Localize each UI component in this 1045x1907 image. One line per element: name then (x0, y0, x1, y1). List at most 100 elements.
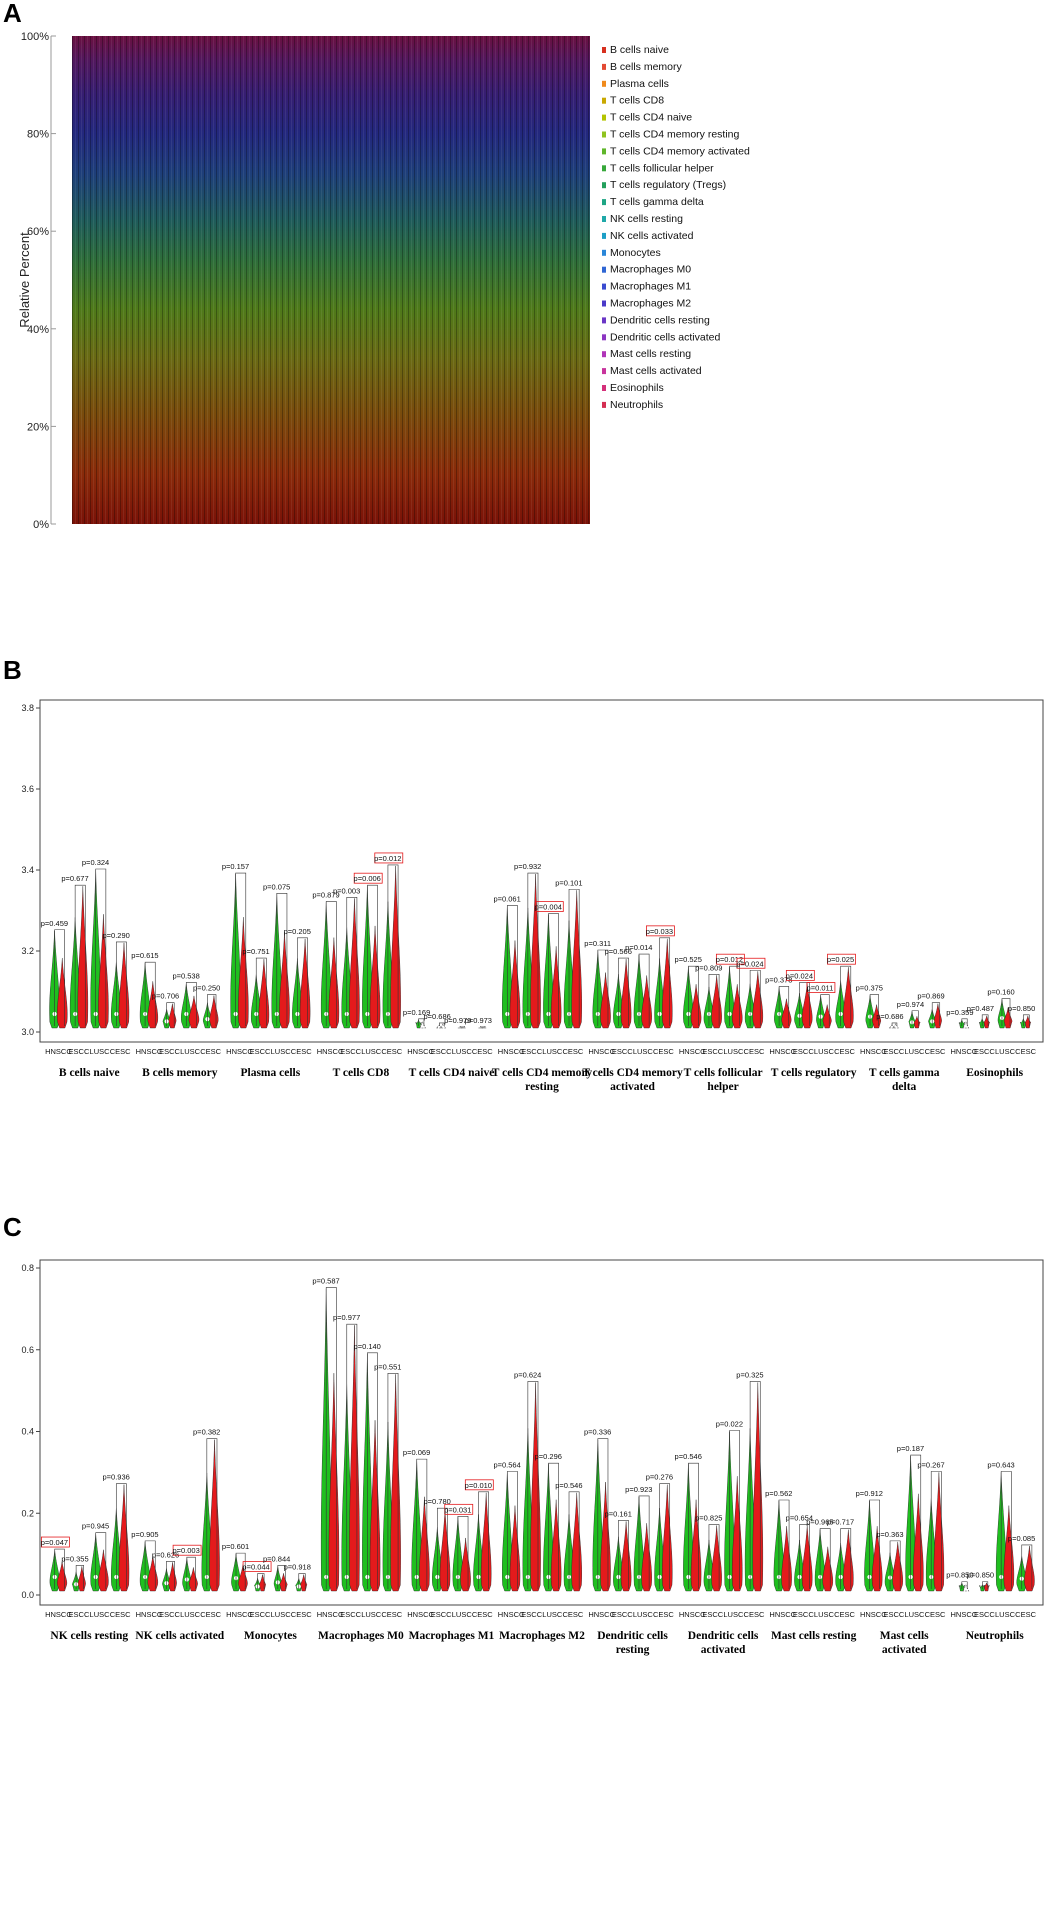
stacked-percent-chart: 0% 20% 40% 60% 80% 100% Relative Percent B ce… (17, 31, 750, 531)
violin-tumor (822, 1546, 834, 1592)
pvalue-label: p=0.378 (765, 975, 792, 984)
subgroup-label: LUSC (633, 1047, 654, 1056)
significance-bracket (638, 953, 650, 1026)
pvalue-label: p=0.932 (514, 862, 541, 871)
legend-item: Eosinophils (610, 382, 664, 394)
subgroup-label: CESC (110, 1047, 131, 1056)
group-label: B cells memory (142, 1067, 218, 1079)
violin-tumor (662, 938, 673, 1029)
violin-normal (436, 1024, 443, 1029)
violin-group: p=0.157 HNSCC p=0.751 ESCC p=0.075 LUSC p=0.20… (222, 862, 312, 1079)
violin-tumor (439, 1509, 451, 1592)
pvalue-label: p=0.011 (807, 984, 834, 993)
violin-tumor (933, 1472, 945, 1592)
violin-group: p=0.850 HNSCC p=0.850 ESCC p=0.643 LUSC p=0.08… (946, 1460, 1036, 1642)
pvalue-label: p=0.912 (856, 1489, 883, 1498)
pvalue-label: p=0.003 (333, 886, 360, 895)
significance-bracket (911, 1010, 919, 1026)
subgroup-label: ESCC (521, 1047, 542, 1056)
subgroup-label: LUSC (723, 1047, 744, 1056)
subgroup-label: HNSCC (136, 1610, 163, 1619)
violin-tumor (480, 1492, 492, 1592)
significance-bracket (799, 1524, 810, 1589)
violin-tumor (390, 1374, 401, 1592)
pvalue-label: p=0.003 (172, 1546, 199, 1555)
violin-tumor (188, 995, 200, 1029)
pvalue-label: p=0.006 (354, 874, 381, 883)
legend-swatch (602, 199, 606, 206)
pvalue-highlight-box (806, 982, 836, 993)
pvalue-label: p=0.033 (646, 927, 673, 936)
group-label: T cells CD4 memory (492, 1067, 593, 1079)
pvalue-label: p=0.717 (827, 1518, 854, 1527)
significance-bracket (144, 1540, 156, 1589)
pvalue-label: p=0.654 (786, 1514, 813, 1523)
legend-item: Dendritic cells resting (610, 314, 710, 326)
significance-bracket (325, 901, 337, 1026)
significance-bracket (749, 1381, 761, 1589)
pvalue-label: p=0.566 (605, 947, 632, 956)
pvalue-label: p=0.751 (242, 947, 269, 956)
significance-bracket (54, 1548, 65, 1589)
violin-normal (888, 1024, 896, 1029)
legend-item: Mast cells resting (610, 348, 691, 360)
violin-tumor (419, 1496, 430, 1592)
significance-bracket (961, 1581, 968, 1589)
significance-bracket (235, 1552, 246, 1589)
pvalue-label: p=0.101 (555, 878, 582, 887)
pvalue-label: p=0.587 (312, 1276, 339, 1285)
pvalue-label: p=0.601 (222, 1542, 249, 1551)
pvalue-label: p=0.626 (152, 1550, 179, 1559)
violin-group: p=0.546 HNSCC p=0.825 ESCC p=0.022 LUSC p=0.32… (675, 1370, 765, 1656)
legend-item: T cells CD4 memory resting (610, 129, 739, 141)
subgroup-label: HNSCC (407, 1047, 434, 1056)
significance-bracket (659, 937, 671, 1026)
group-label: T cells gamma (869, 1067, 940, 1079)
y-tick-label: 0.0 (21, 1590, 34, 1600)
violin-tumor (781, 1526, 792, 1592)
significance-bracket (688, 1462, 699, 1589)
pvalue-highlight-box (172, 1544, 202, 1556)
violin-group: p=0.587 HNSCC p=0.977 ESCC p=0.140 LUSC p=0.55… (312, 1276, 404, 1642)
pvalue-label: p=0.487 (967, 1004, 994, 1013)
legend-item: NK cells resting (610, 213, 683, 225)
subgroup-label: CESC (291, 1610, 312, 1619)
violin-chart-b: 3.03.23.43.63.8p=0.459HNSCCp=0.677ESCCp=… (21, 699, 1044, 1093)
pvalue-label: p=0.012 (716, 955, 743, 964)
pvalue-label: p=0.031 (444, 1505, 471, 1514)
subgroup-label: LUSC (542, 1610, 563, 1619)
significance-bracket (840, 1528, 852, 1589)
legend-swatch (602, 63, 606, 70)
group-label: Dendritic cells (688, 1630, 759, 1642)
pvalue-label: p=0.069 (403, 1448, 430, 1457)
legend-swatch (602, 300, 606, 307)
subgroup-label: ESCC (793, 1047, 814, 1056)
y-tick-label: 0.2 (21, 1508, 34, 1518)
significance-bracket (387, 1372, 399, 1589)
violin-group: p=0.912 HNSCC p=0.363 ESCC p=0.187 LUSC p=0.26… (856, 1444, 946, 1656)
significance-bracket (387, 864, 399, 1026)
violin-tumor (913, 1016, 921, 1029)
violin-tumor (77, 886, 89, 1029)
subgroup-label: CESC (472, 1047, 493, 1056)
violin-group: p=0.378 HNSCC p=0.024 ESCC p=0.011 LUSC p=0.02… (765, 953, 857, 1079)
violin-tumor (571, 1492, 582, 1592)
subgroup-label: CESC (834, 1610, 855, 1619)
pvalue-label: p=0.945 (82, 1522, 109, 1531)
panel-label-b: B (3, 655, 22, 685)
significance-bracket (235, 872, 247, 1026)
group-label: activated (701, 1644, 746, 1656)
violin-tumor (752, 1382, 764, 1592)
y-axis-label: Relative Percent (17, 232, 32, 328)
subgroup-label: LUSC (271, 1047, 292, 1056)
significance-bracket (276, 893, 288, 1026)
subgroup-label: LUSC (904, 1610, 925, 1619)
significance-bracket (95, 868, 107, 1026)
pvalue-label: p=0.375 (856, 984, 883, 993)
group-label: T cells CD4 memory (582, 1067, 683, 1079)
group-label: activated (610, 1081, 655, 1093)
pvalue-label: p=0.014 (625, 943, 652, 952)
pvalue-label: p=0.140 (354, 1342, 381, 1351)
subgroup-label: CESC (562, 1047, 583, 1056)
pvalue-label: p=0.024 (786, 971, 813, 980)
